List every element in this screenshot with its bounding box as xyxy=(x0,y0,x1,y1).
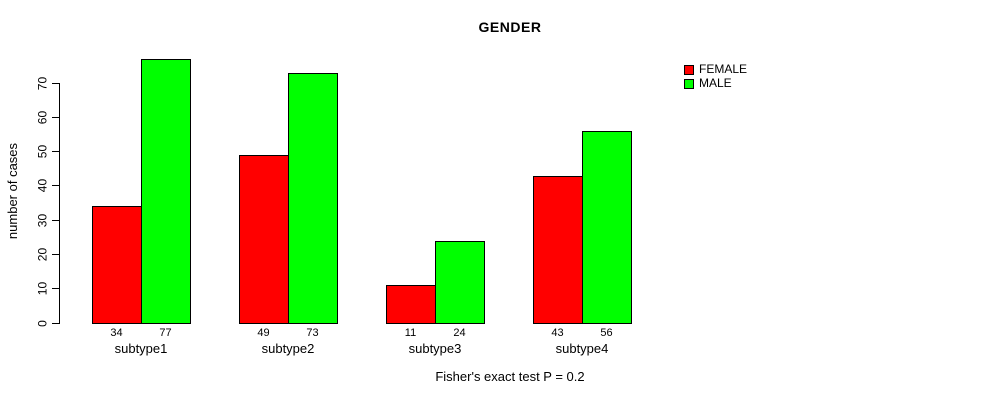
y-axis-tick xyxy=(52,151,59,153)
legend-swatch-male xyxy=(684,78,694,89)
y-axis-tick xyxy=(52,219,59,221)
bar-male-subtype4 xyxy=(582,131,632,324)
bar-value-label: 77 xyxy=(159,327,172,339)
bar-male-subtype1 xyxy=(141,59,191,324)
stat-test-caption: Fisher's exact test P = 0.2 xyxy=(435,369,585,384)
chart-title: GENDER xyxy=(478,19,542,35)
bar-value-label: 49 xyxy=(257,327,270,339)
category-label: subtype2 xyxy=(261,341,315,356)
bar-value-label: 34 xyxy=(110,327,123,339)
bar-male-subtype3 xyxy=(435,241,485,324)
y-axis-tick xyxy=(52,288,59,290)
legend-swatch-female xyxy=(684,64,694,75)
y-axis-tick xyxy=(52,253,59,255)
y-tick-label: 40 xyxy=(35,179,50,193)
bar-female-subtype4 xyxy=(533,176,583,324)
bar-value-label: 43 xyxy=(551,327,564,339)
legend-label: MALE xyxy=(699,76,732,90)
y-axis-label: number of cases xyxy=(5,142,20,240)
y-axis-line xyxy=(59,83,60,324)
legend: FEMALE MALE xyxy=(684,63,747,91)
bar-female-subtype2 xyxy=(239,155,289,324)
bar-value-label: 56 xyxy=(600,327,613,339)
y-tick-label: 0 xyxy=(35,319,50,327)
category-label: subtype3 xyxy=(408,341,462,356)
y-axis-tick xyxy=(52,322,59,324)
bar-female-subtype3 xyxy=(386,285,436,324)
bar-value-label: 11 xyxy=(404,327,417,339)
bar-female-subtype1 xyxy=(92,206,142,324)
bar-value-label: 73 xyxy=(306,327,319,339)
y-tick-label: 30 xyxy=(35,213,50,227)
y-tick-label: 10 xyxy=(35,282,50,296)
legend-label: FEMALE xyxy=(699,62,748,76)
y-tick-label: 20 xyxy=(35,247,50,262)
y-axis-tick xyxy=(52,185,59,187)
y-tick-label: 60 xyxy=(35,110,50,124)
legend-item-female: FEMALE xyxy=(684,63,747,76)
bar-value-label: 24 xyxy=(453,327,466,339)
legend-item-male: MALE xyxy=(684,77,747,90)
y-axis-tick xyxy=(52,116,59,118)
y-axis-tick xyxy=(52,82,59,84)
y-tick-label: 70 xyxy=(35,76,50,90)
bar-male-subtype2 xyxy=(288,73,338,324)
y-tick-label: 50 xyxy=(35,144,50,159)
category-label: subtype4 xyxy=(555,341,609,356)
category-label: subtype1 xyxy=(114,341,168,356)
